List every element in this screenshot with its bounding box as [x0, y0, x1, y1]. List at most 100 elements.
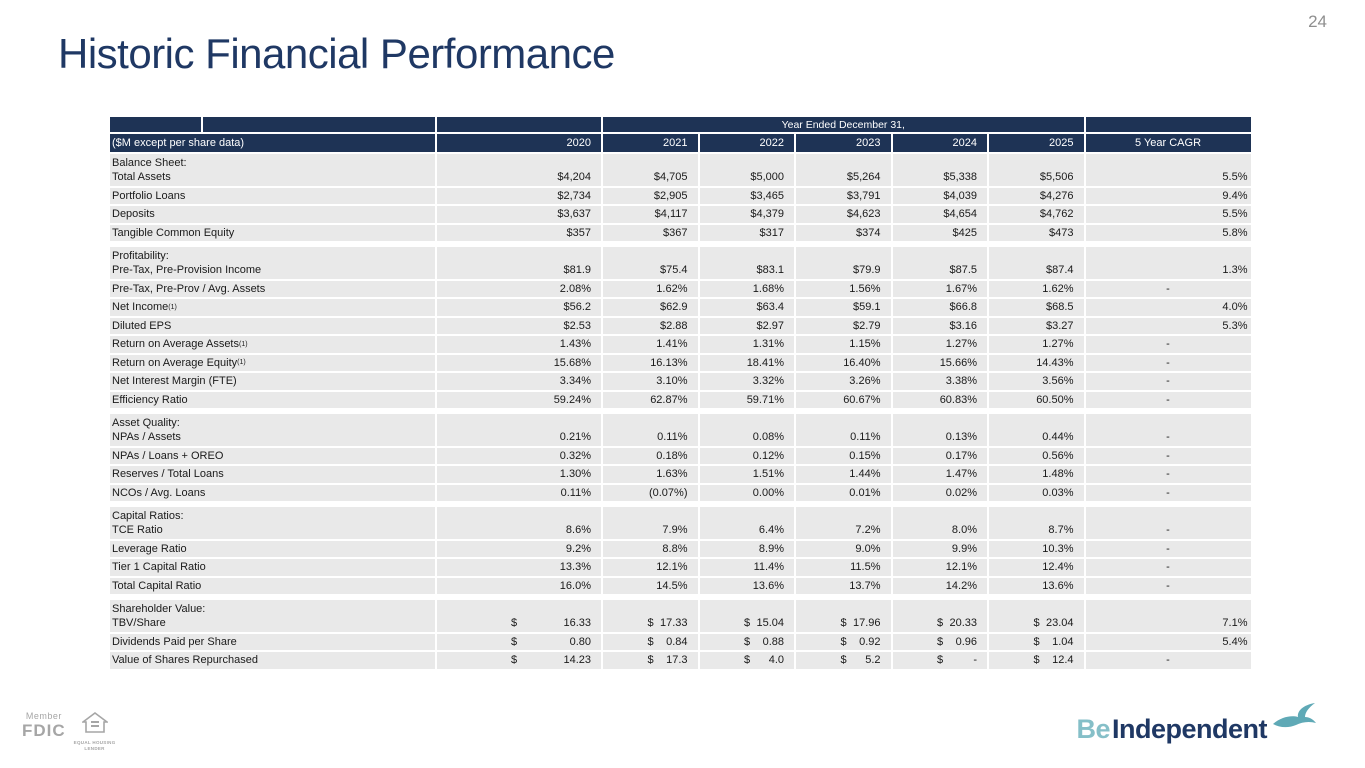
value-cell: $0.96	[892, 633, 987, 650]
cagr-cell: -	[1085, 652, 1251, 669]
value-cell: 0.01%	[796, 484, 891, 501]
member-label: Member	[25, 711, 62, 721]
value-cell: $473	[989, 224, 1084, 241]
value-cell: $75.4	[603, 262, 698, 279]
table-row: Tangible Common Equity $357 $367 $317 $374 $4…	[110, 224, 1253, 241]
value-cell: $17.3	[603, 652, 698, 669]
cagr-cell: 5.5%	[1085, 206, 1251, 223]
cagr-cell: 5.4%	[1085, 633, 1251, 650]
table-row: Efficiency Ratio 59.24% 62.87% 59.71% 60.67%…	[110, 391, 1253, 408]
empty-cell	[892, 600, 987, 615]
value-cell: $0.80	[437, 633, 601, 650]
value-cell: 13.6%	[989, 577, 1084, 594]
section-title-row: Asset Quality:	[110, 414, 1253, 429]
table-row: Return on Average Assets (1) 1.43% 1.41% 1.3…	[110, 336, 1253, 353]
brand-be: Be	[1076, 714, 1110, 744]
cell-value: 17.96	[852, 617, 881, 630]
column-header-year: 2025	[989, 134, 1084, 152]
cagr-cell: -	[1085, 391, 1251, 408]
value-cell: 62.87%	[603, 391, 698, 408]
row-label: NPAs / Loans + OREO	[110, 447, 435, 464]
section-title: Balance Sheet:	[110, 154, 435, 169]
empty-cell	[1085, 507, 1251, 522]
empty-cell	[603, 414, 698, 429]
table-row: Leverage Ratio 9.2% 8.8% 8.9% 9.0% 9.9% 10.3% -	[110, 540, 1253, 557]
value-cell: 3.32%	[699, 373, 794, 390]
value-cell: $17.96	[796, 615, 891, 632]
table-row: NPAs / Assets 0.21% 0.11% 0.08% 0.11% 0.13% 0.…	[110, 429, 1253, 446]
value-cell: $4,276	[989, 187, 1084, 204]
cell-value: 1.04	[1052, 635, 1074, 648]
value-cell: 0.32%	[437, 447, 601, 464]
value-cell: 1.31%	[699, 336, 794, 353]
table-row: Pre-Tax, Pre-Prov / Avg. Assets 2.08% 1.62…	[110, 280, 1253, 297]
cagr-cell: -	[1085, 336, 1251, 353]
empty-cell	[437, 507, 601, 522]
value-cell: 60.50%	[989, 391, 1084, 408]
row-label: Net Income (1)	[110, 299, 435, 316]
currency-symbol: $	[840, 654, 847, 667]
value-cell: $56.2	[437, 299, 601, 316]
row-label-text: Reserves / Total Loans	[112, 468, 224, 481]
row-label: Portfolio Loans	[110, 187, 435, 204]
currency-symbol: $	[1033, 654, 1040, 667]
row-label: TBV/Share	[110, 615, 435, 632]
currency-symbol: $	[1033, 617, 1040, 630]
row-label: Dividends Paid per Share	[110, 633, 435, 650]
currency-symbol: $	[511, 654, 518, 667]
value-cell: 1.56%	[796, 280, 891, 297]
row-label: Total Capital Ratio	[110, 577, 435, 594]
equal-housing-icon	[80, 712, 109, 740]
value-cell: $59.1	[796, 299, 891, 316]
value-cell: 59.24%	[437, 391, 601, 408]
value-cell: 1.62%	[603, 280, 698, 297]
empty-cell	[892, 154, 987, 169]
currency-symbol: $	[840, 635, 847, 648]
row-label-text: Pre-Tax, Pre-Provision Income	[112, 264, 262, 277]
value-cell: $3.16	[892, 317, 987, 334]
value-cell: $3,637	[437, 206, 601, 223]
cell-value: 15.04	[756, 617, 784, 630]
cagr-cell: 5.3%	[1085, 317, 1251, 334]
empty-cell	[699, 414, 794, 429]
value-cell: $3.27	[989, 317, 1084, 334]
member-fdic-logo: Member FDIC	[22, 711, 66, 740]
cell-value: 23.04	[1045, 617, 1074, 630]
empty-cell	[437, 247, 601, 262]
table-row: Value of Shares Repurchased $14.23 $17.3 $4…	[110, 652, 1253, 669]
empty-cell	[796, 247, 891, 262]
empty-cell	[603, 154, 698, 169]
cagr-cell: -	[1085, 522, 1251, 539]
slide-title: Historic Financial Performance	[58, 30, 615, 77]
value-cell: 3.56%	[989, 373, 1084, 390]
row-label-text: Tier 1 Capital Ratio	[112, 561, 206, 574]
currency-symbol: $	[840, 617, 847, 630]
value-cell: $4,039	[892, 187, 987, 204]
value-cell: 0.44%	[989, 429, 1084, 446]
cell-value: 20.33	[949, 617, 977, 630]
empty-cell	[1085, 414, 1251, 429]
value-cell: 0.11%	[796, 429, 891, 446]
banner-segment	[203, 117, 435, 132]
banner-segment	[110, 117, 201, 132]
value-cell: 3.10%	[603, 373, 698, 390]
value-cell: 0.03%	[989, 484, 1084, 501]
table-row: TBV/Share $16.33 $17.33 $15.04 $17.96 $20.33 $…	[110, 615, 1253, 632]
value-cell: $5,264	[796, 169, 891, 186]
value-cell: $2,734	[437, 187, 601, 204]
empty-cell	[437, 414, 601, 429]
value-cell: $83.1	[699, 262, 794, 279]
value-cell: $87.5	[892, 262, 987, 279]
value-cell: 7.2%	[796, 522, 891, 539]
value-cell: 1.47%	[892, 466, 987, 483]
value-cell: 1.30%	[437, 466, 601, 483]
cagr-cell: 9.4%	[1085, 187, 1251, 204]
empty-cell	[699, 507, 794, 522]
value-cell: $4,379	[699, 206, 794, 223]
empty-cell	[699, 247, 794, 262]
column-header-year: 2021	[603, 134, 698, 152]
table-row: TCE Ratio 8.6% 7.9% 6.4% 7.2% 8.0% 8.7% -	[110, 522, 1253, 539]
value-cell: $4,762	[989, 206, 1084, 223]
section-title-row: Balance Sheet:	[110, 154, 1253, 169]
brand-logo: Be Independent	[1076, 703, 1317, 745]
